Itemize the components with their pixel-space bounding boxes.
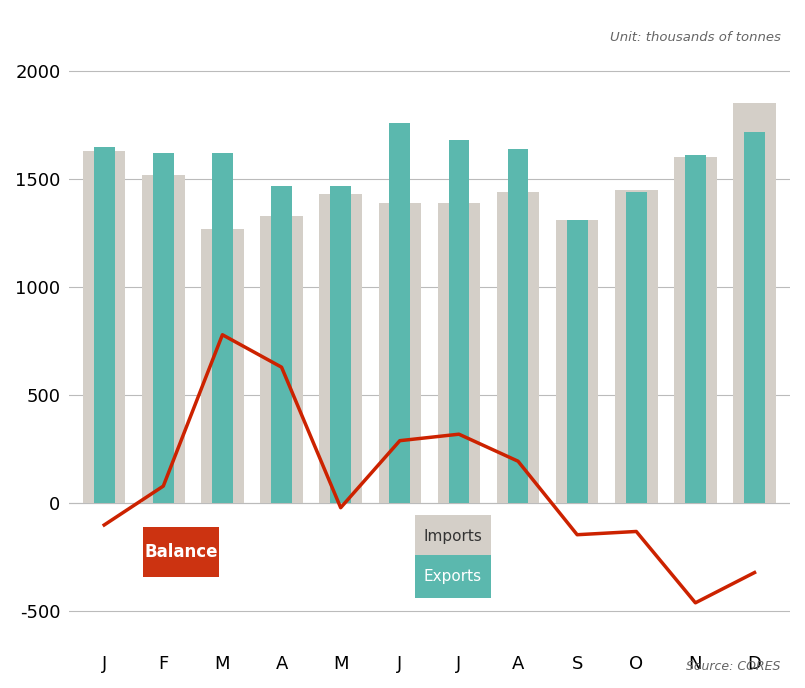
FancyBboxPatch shape: [142, 527, 220, 577]
Bar: [626, 192, 646, 504]
Text: Imports: Imports: [423, 529, 482, 544]
Text: Source: CORES: Source: CORES: [687, 660, 781, 673]
Bar: [201, 229, 244, 504]
Bar: [508, 149, 528, 504]
Bar: [390, 123, 410, 504]
FancyBboxPatch shape: [415, 555, 491, 599]
Bar: [320, 194, 362, 504]
Bar: [260, 216, 303, 504]
Bar: [142, 175, 184, 504]
Text: Unit: thousands of tonnes: Unit: thousands of tonnes: [610, 31, 781, 44]
Bar: [448, 140, 469, 504]
Bar: [271, 186, 292, 504]
Bar: [674, 158, 716, 504]
Bar: [378, 203, 421, 504]
FancyBboxPatch shape: [415, 515, 491, 559]
Text: Exports: Exports: [424, 570, 482, 584]
Bar: [744, 131, 765, 504]
Text: Balance: Balance: [144, 543, 218, 561]
Bar: [733, 103, 776, 504]
Bar: [567, 220, 588, 504]
Bar: [556, 220, 598, 504]
Bar: [94, 147, 114, 504]
Bar: [685, 155, 706, 504]
Bar: [497, 192, 539, 504]
Bar: [438, 203, 481, 504]
Bar: [212, 153, 233, 504]
Bar: [330, 186, 351, 504]
Bar: [153, 153, 174, 504]
Bar: [615, 190, 658, 504]
Bar: [83, 151, 126, 504]
